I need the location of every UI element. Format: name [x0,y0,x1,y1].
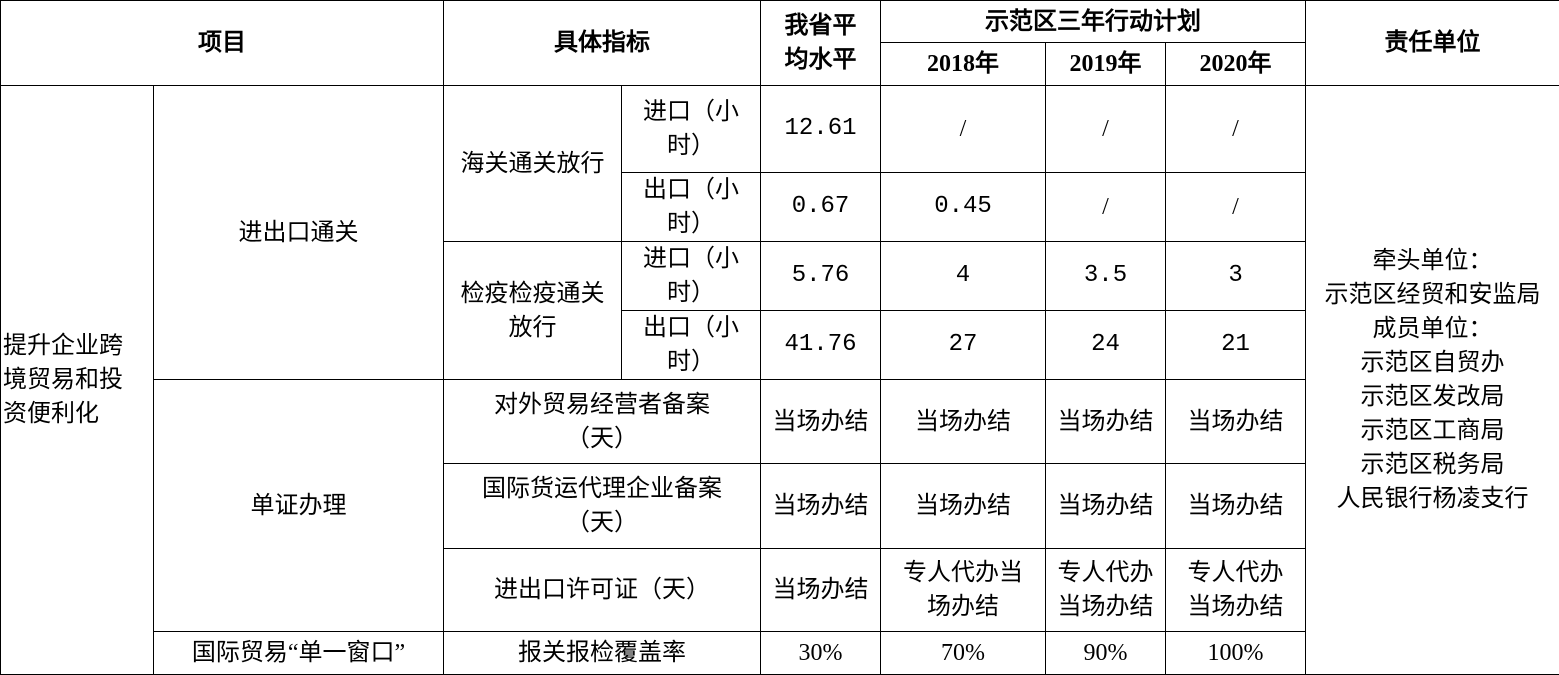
value-2019: 24 [1046,311,1166,380]
province-avg: 5.76 [761,242,881,311]
province-avg: 30% [761,632,881,675]
indicator-label: 出口（小 时） [622,311,761,380]
sub-customs-release: 海关通关放行 [444,86,622,242]
group-single-window: 国际贸易“单一窗口” [154,632,444,675]
value-2018: 专人代办当 场办结 [881,549,1046,632]
value-2018: 当场办结 [881,380,1046,464]
indicator-label: 进口（小 时） [622,242,761,311]
value-2020: 100% [1166,632,1306,675]
value-2018: 当场办结 [881,464,1046,549]
value-2018: 0.45 [881,173,1046,242]
header-year-2018: 2018年 [881,43,1046,86]
value-2018: 27 [881,311,1046,380]
header-row: 项目 具体指标 我省平 均水平 示范区三年行动计划 责任单位 [1,1,1559,43]
indicator-label: 报关报检覆盖率 [444,632,761,675]
value-2019: / [1046,173,1166,242]
province-avg: 当场办结 [761,464,881,549]
indicator-label: 国际货运代理企业备案 （天） [444,464,761,549]
value-2019: 专人代办 当场办结 [1046,549,1166,632]
value-2020: / [1166,173,1306,242]
value-2020: / [1166,86,1306,173]
header-indicator: 具体指标 [444,1,761,86]
province-avg: 41.76 [761,311,881,380]
province-avg: 当场办结 [761,380,881,464]
header-year-2019: 2019年 [1046,43,1166,86]
indicator-label: 进口（小 时） [622,86,761,173]
header-province-avg: 我省平 均水平 [761,1,881,86]
header-plan: 示范区三年行动计划 [881,1,1306,43]
indicator-label: 对外贸易经营者备案 （天） [444,380,761,464]
value-2020: 当场办结 [1166,380,1306,464]
indicator-label: 进出口许可证（天） [444,549,761,632]
value-2020: 3 [1166,242,1306,311]
value-2019: 90% [1046,632,1166,675]
province-avg: 12.61 [761,86,881,173]
value-2019: / [1046,86,1166,173]
group-customs-clearance: 进出口通关 [154,86,444,380]
sub-inspection-release: 检疫检疫通关 放行 [444,242,622,380]
value-2018: / [881,86,1046,173]
province-avg: 当场办结 [761,549,881,632]
value-2020: 当场办结 [1166,464,1306,549]
value-2019: 当场办结 [1046,380,1166,464]
table-row: 提升企业跨 境贸易和投 资便利化 进出口通关 海关通关放行 进口（小 时） 12… [1,86,1559,173]
header-item: 项目 [1,1,444,86]
value-2020: 专人代办 当场办结 [1166,549,1306,632]
value-2019: 3.5 [1046,242,1166,311]
value-2018: 70% [881,632,1046,675]
indicator-label: 出口（小 时） [622,173,761,242]
value-2019: 当场办结 [1046,464,1166,549]
value-2020: 21 [1166,311,1306,380]
group-documents: 单证办理 [154,380,444,632]
value-2018: 4 [881,242,1046,311]
province-avg: 0.67 [761,173,881,242]
responsible-units: 牵头单位： 示范区经贸和安监局 成员单位： 示范区自贸办 示范区发改局 示范区工… [1306,86,1559,675]
header-responsible: 责任单位 [1306,1,1559,86]
category-cell: 提升企业跨 境贸易和投 资便利化 [1,86,154,675]
header-year-2020: 2020年 [1166,43,1306,86]
